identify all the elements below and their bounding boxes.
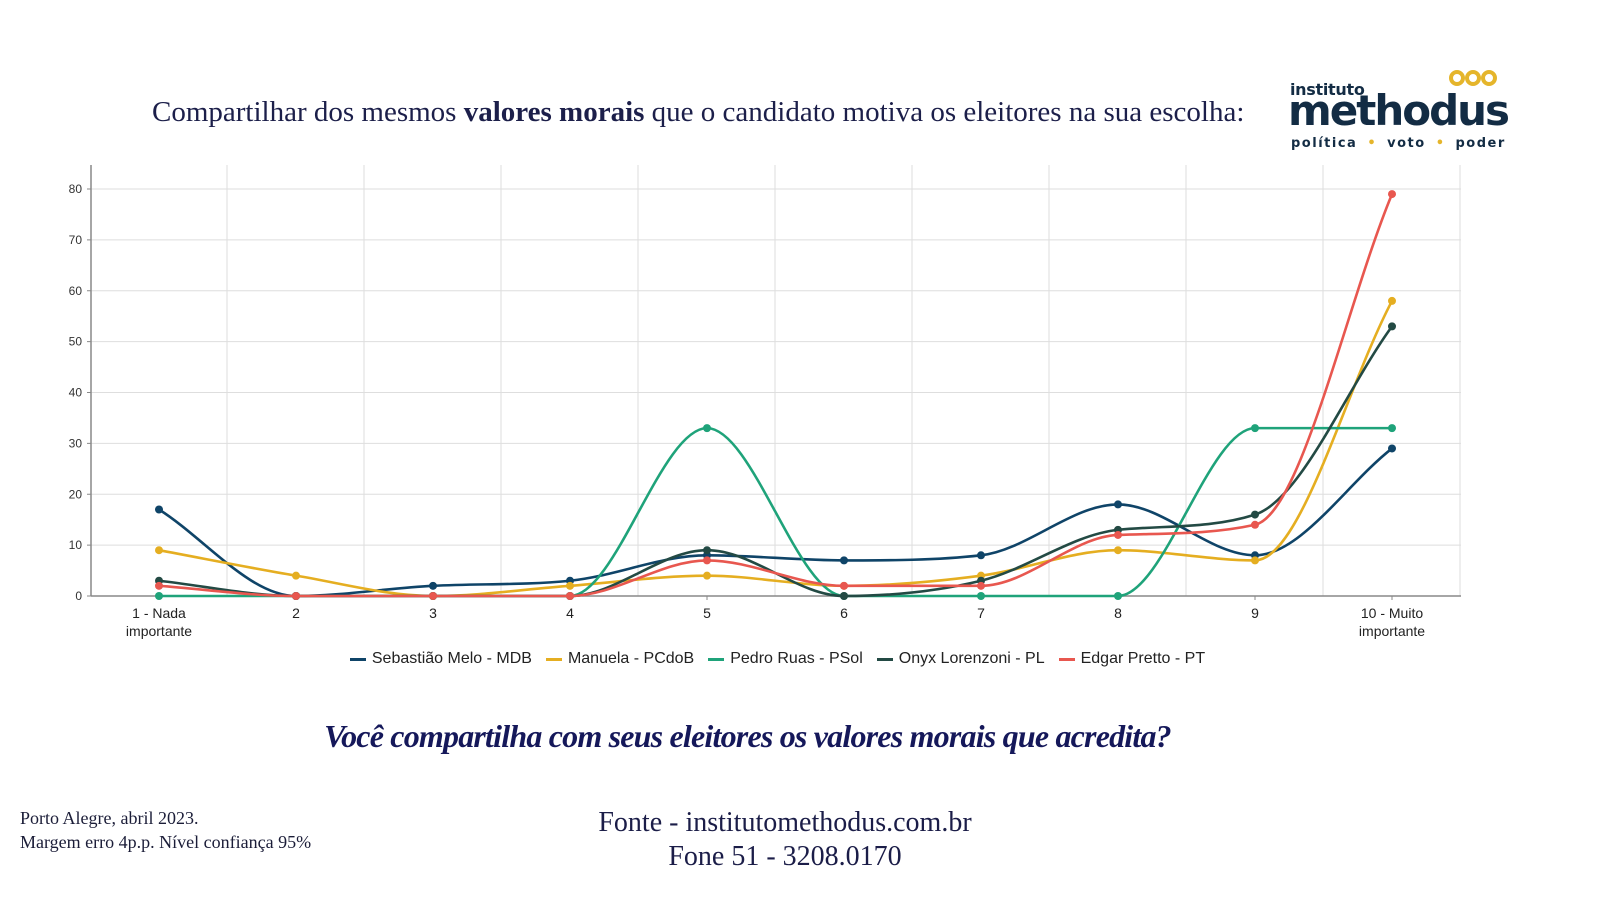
data-point[interactable] <box>1388 322 1396 331</box>
source-link: Fonte - institutomethodus.com.br <box>598 807 972 838</box>
x-tick-label: 3 <box>429 605 437 621</box>
data-point[interactable] <box>703 571 711 580</box>
data-point[interactable] <box>1388 424 1396 433</box>
legend-item[interactable]: Pedro Ruas - PSol <box>708 650 863 668</box>
chart-legend: Sebastião Melo - MDB Manuela - PCdoB Pedro… <box>0 650 1555 668</box>
data-point[interactable] <box>566 581 574 590</box>
data-point[interactable] <box>1114 530 1122 539</box>
x-tick-label: 1 - Nada <box>132 605 186 621</box>
data-point[interactable] <box>1251 510 1259 519</box>
data-point[interactable] <box>429 592 437 600</box>
y-tick-label: 20 <box>69 487 83 501</box>
question-heading: Você compartilha com seus eleitores os v… <box>324 718 1172 754</box>
y-tick-label: 0 <box>75 589 82 603</box>
title-emphasis: valores morais <box>463 96 645 128</box>
data-point[interactable] <box>155 581 163 590</box>
data-point[interactable] <box>977 551 985 560</box>
dot-separator: • <box>1367 136 1378 151</box>
y-tick-label: 10 <box>69 538 83 552</box>
data-point[interactable] <box>292 571 300 580</box>
survey-note: Porto Alegre, abril 2023. Margem erro 4p… <box>20 806 311 854</box>
methodus-logo: instituto methodus política • voto • poder <box>1288 64 1510 159</box>
data-point[interactable] <box>1251 556 1259 565</box>
title-text: Compartilhar dos mesmos <box>152 96 464 128</box>
data-point[interactable] <box>1114 592 1122 600</box>
data-point[interactable] <box>1388 296 1396 305</box>
data-point[interactable] <box>840 556 848 565</box>
legend-swatch-icon <box>545 657 562 661</box>
x-tick-label: 9 <box>1251 605 1259 621</box>
series-line <box>158 447 1393 598</box>
x-tick-label: importante <box>126 623 192 639</box>
margin-of-error: Margem erro 4p.p. Nível confiança 95% <box>20 832 312 852</box>
data-point[interactable] <box>1251 424 1259 433</box>
data-point[interactable] <box>1114 546 1122 555</box>
x-tick-label: 6 <box>840 605 848 621</box>
data-point[interactable] <box>292 592 300 600</box>
y-tick-label: 60 <box>69 284 83 298</box>
line-chart: 0 10 20 30 40 50 60 70 80 1 - Nada importante 2 3 4 5 6… <box>69 165 1461 639</box>
data-point[interactable] <box>977 592 985 600</box>
legend-item[interactable]: Onyx Lorenzoni - PL <box>876 650 1045 668</box>
legend-label: Manuela - PCdoB <box>567 650 695 667</box>
x-tick-label: 7 <box>977 605 985 621</box>
logo-instituto: instituto <box>1290 80 1365 99</box>
phone-number: Fone 51 - 3208.0170 <box>668 841 902 872</box>
data-point[interactable] <box>840 592 848 600</box>
legend-label: Onyx Lorenzoni - PL <box>898 650 1045 667</box>
data-point[interactable] <box>1388 190 1396 199</box>
data-point[interactable] <box>155 505 163 514</box>
data-point[interactable] <box>703 546 711 555</box>
tag-voto: voto <box>1387 136 1426 151</box>
legend-item[interactable]: Sebastião Melo - MDB <box>349 650 532 668</box>
x-tick-label: 8 <box>1114 605 1122 621</box>
location-date: Porto Alegre, abril 2023. <box>20 808 199 828</box>
legend-label: Edgar Pretto - PT <box>1080 650 1206 667</box>
y-tick-label: 70 <box>69 233 83 247</box>
data-point[interactable] <box>1114 500 1122 509</box>
data-point[interactable] <box>703 424 711 433</box>
data-point[interactable] <box>840 581 848 590</box>
title-text-end: que o candidato motiva os eleitores na s… <box>644 96 1245 128</box>
data-point[interactable] <box>703 556 711 565</box>
y-tick-label: 30 <box>69 436 83 450</box>
data-point[interactable] <box>429 581 437 590</box>
data-point[interactable] <box>155 546 163 555</box>
y-tick-label: 40 <box>69 386 83 400</box>
source-block: Fonte - institutomethodus.com.br Fone 51… <box>0 806 1570 874</box>
legend-swatch-icon <box>349 657 366 661</box>
dot-separator: • <box>1435 136 1446 151</box>
x-tick-label: 2 <box>292 605 300 621</box>
infinity-icon <box>1449 70 1497 86</box>
series-line <box>158 300 1394 598</box>
data-point[interactable] <box>155 592 163 600</box>
x-tick-label: importante <box>1359 623 1425 639</box>
x-tick-label: 4 <box>566 605 574 621</box>
page-title: Compartilhar dos mesmos valores morais q… <box>152 96 1252 129</box>
legend-swatch-icon <box>708 657 725 661</box>
logo-tagline: política • voto • poder <box>1291 136 1506 151</box>
legend-item[interactable]: Manuela - PCdoB <box>545 650 695 668</box>
y-tick-label: 80 <box>69 182 83 196</box>
data-point[interactable] <box>1388 444 1396 453</box>
data-point[interactable] <box>1251 520 1259 529</box>
legend-label: Pedro Ruas - PSol <box>730 650 863 667</box>
legend-swatch-icon <box>876 657 893 661</box>
data-point[interactable] <box>977 581 985 590</box>
tag-poder: poder <box>1455 136 1506 151</box>
logo-methodus: methodus <box>1288 86 1510 135</box>
tag-politica: política <box>1291 136 1358 151</box>
legend-item[interactable]: Edgar Pretto - PT <box>1058 650 1206 668</box>
data-point[interactable] <box>566 592 574 600</box>
legend-swatch-icon <box>1058 657 1075 661</box>
x-tick-label: 5 <box>703 605 711 621</box>
legend-label: Sebastião Melo - MDB <box>371 650 532 667</box>
x-tick-label: 10 - Muito <box>1361 605 1423 621</box>
y-tick-label: 50 <box>69 335 83 349</box>
